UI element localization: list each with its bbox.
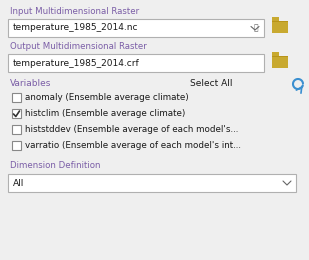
Bar: [272, 52, 279, 57]
Bar: [12, 125, 21, 134]
Bar: [12, 109, 21, 118]
Text: Input Multidimensional Raster: Input Multidimensional Raster: [10, 7, 139, 16]
Text: varratio (Ensemble average of each model's int...: varratio (Ensemble average of each model…: [25, 141, 241, 150]
Bar: [12, 93, 21, 102]
Bar: [8, 174, 296, 192]
Text: temperature_1985_2014.nc: temperature_1985_2014.nc: [13, 23, 138, 32]
Text: Select All: Select All: [189, 79, 232, 88]
Bar: [272, 17, 279, 22]
Text: histstddev (Ensemble average of each model's...: histstddev (Ensemble average of each mod…: [25, 125, 238, 134]
Text: Dimension Definition: Dimension Definition: [10, 161, 100, 170]
Bar: [272, 56, 288, 57]
Bar: [8, 19, 264, 37]
Text: histclim (Ensemble average climate): histclim (Ensemble average climate): [25, 109, 185, 118]
Bar: [272, 21, 288, 22]
Text: Variables: Variables: [10, 79, 51, 88]
Bar: [272, 56, 288, 68]
Text: ⤵: ⤵: [254, 23, 258, 32]
Bar: [8, 54, 264, 72]
Text: All: All: [13, 179, 24, 187]
Text: Output Multidimensional Raster: Output Multidimensional Raster: [10, 42, 147, 51]
Bar: [12, 141, 21, 150]
Text: temperature_1985_2014.crf: temperature_1985_2014.crf: [13, 58, 140, 68]
Bar: [272, 21, 288, 32]
Text: anomaly (Ensemble average climate): anomaly (Ensemble average climate): [25, 93, 189, 102]
